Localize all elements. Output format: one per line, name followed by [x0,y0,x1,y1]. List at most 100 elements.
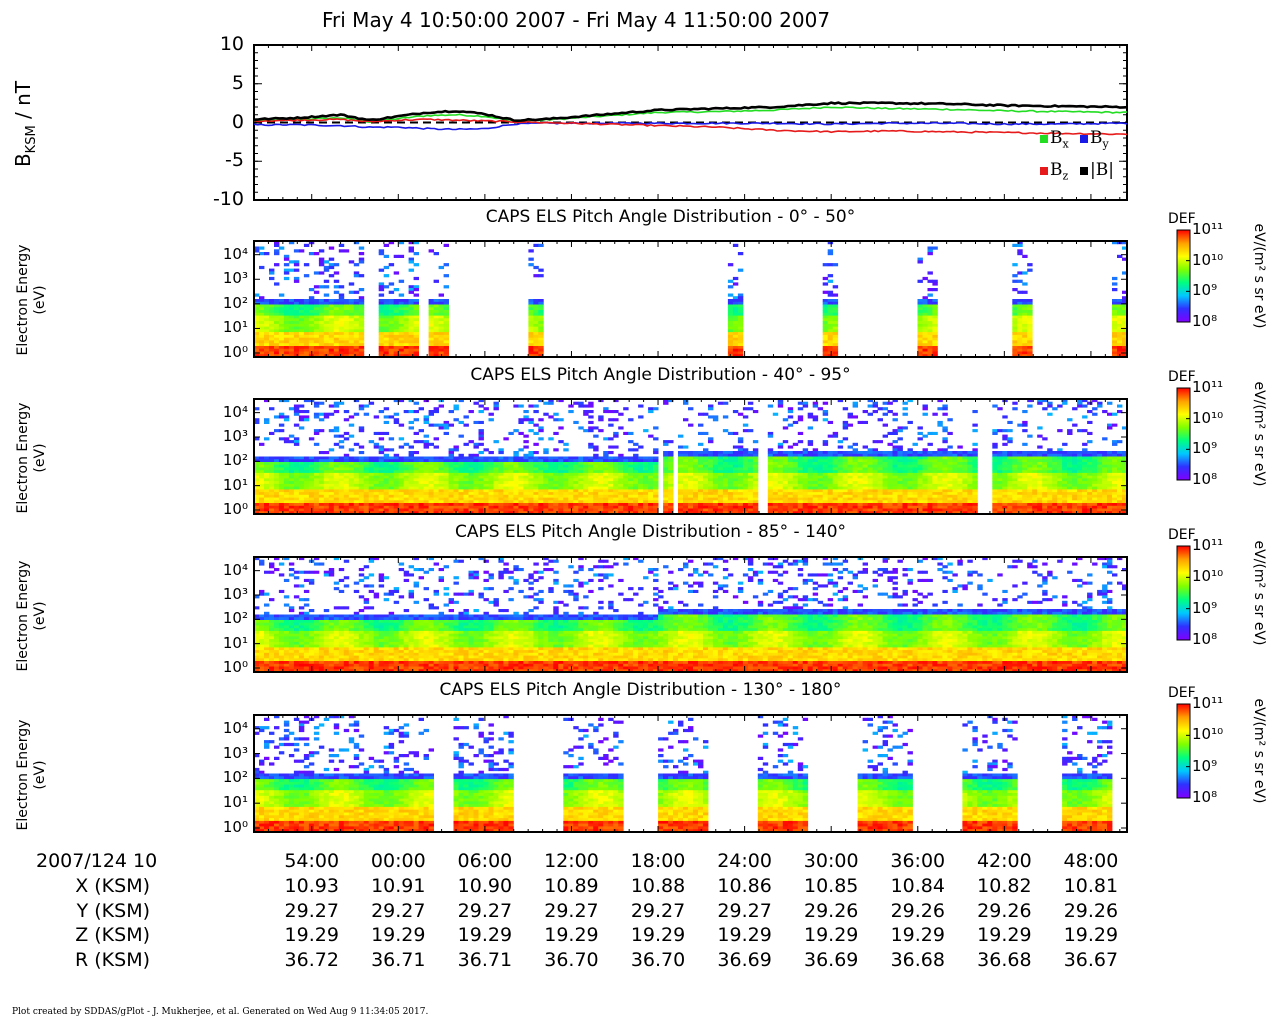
time-tick-label: 00:00 [370,850,426,872]
colorbar-tick-label: 10⁸ [1192,470,1218,488]
colorbar-unit-0: eV/(m² s sr eV) [1251,223,1267,329]
ephemeris-value: 19.29 [890,924,945,946]
ephemeris-value: 19.29 [284,924,339,946]
ephemeris-value: 29.27 [630,899,686,922]
heatmap-ylabel-0: Electron Energy (eV) [15,244,48,356]
heatmap-ytick-label: 10⁰ [222,500,248,518]
ephemeris-value: 19.29 [977,924,1032,946]
ephemeris-value: 29.27 [717,899,772,922]
ephemeris-value: 10.82 [977,875,1032,897]
heatmap-ylabel-2: Electron Energy (eV) [15,560,48,671]
series-line-y [253,121,1128,131]
colorbar-tick-label: 10⁸ [1192,312,1218,330]
heatmap-frame-1 [253,398,1128,515]
colorbar-tick-label: 10¹⁰ [1192,567,1224,586]
ephemeris-value: 19.29 [371,924,426,946]
colorbar-0 [1176,229,1191,323]
heatmap-ytick-label: 10² [222,609,248,628]
colorbar-unit-3: eV/(m² s sr eV) [1251,698,1267,804]
ephemeris-value: 29.26 [803,899,859,922]
ephemeris-value: 36.68 [890,948,945,971]
heatmap-title-0: CAPS ELS Pitch Angle Distribution - 0° -… [485,207,856,227]
ephemeris-value: 36.70 [544,948,599,971]
ephemeris-value: 10.90 [457,875,513,897]
ephemeris-value: 19.29 [630,924,686,946]
colorbar-tick-label: 10⁹ [1192,756,1218,775]
colorbar-unit-2: eV/(m² s sr eV) [1251,540,1267,646]
time-tick-label: 06:00 [457,850,513,872]
legend-entry-mag: |B| [1090,160,1114,180]
heatmap-ytick-label: 10³ [222,269,248,288]
ephemeris-value: 36.70 [630,948,686,971]
ephemeris-value: 19.29 [457,924,513,946]
colorbar-tick-label: 10⁹ [1192,598,1218,617]
heatmap-ytick-label: 10¹ [222,633,248,652]
ephemeris-value: 10.91 [371,875,426,897]
heatmap-ytick-label: 10⁰ [222,343,248,361]
heatmap-ytick-label: 10⁴ [222,560,248,579]
ephemeris-value: 19.29 [544,924,599,946]
heatmap-cells-2 [254,557,1128,673]
legend-entry-x: Bx [1050,128,1069,151]
heatmap-ytick-label: 10² [222,293,248,312]
series-line-z [253,118,1128,136]
time-tick-label: 42:00 [976,850,1032,872]
ephemeris-label: Z (KSM) [75,924,150,946]
colorbar-tick-label: 10⁹ [1192,281,1218,300]
legend-swatch [1040,167,1048,175]
series-line-mag [253,101,1128,123]
heatmap-ytick-label: 10⁴ [222,244,248,263]
legend-entry-z: Bz [1050,160,1069,183]
colorbar-tick-label: 10¹⁰ [1192,408,1224,427]
ephemeris-value: 10.84 [890,875,945,897]
heatmap-ytick-label: 10¹ [222,793,248,812]
ephemeris-value: 29.26 [1063,899,1119,922]
legend-entry-y: By [1090,128,1109,151]
time-tick-label: 18:00 [630,850,686,872]
mag-ylabel: BKSM / nT [11,80,39,168]
ephemeris-value: 10.93 [284,875,339,897]
ephemeris-value: 19.29 [1063,924,1119,946]
ephemeris-value: 10.86 [717,875,772,897]
colorbar-label-1: DEF [1168,369,1196,385]
legend-swatch [1080,135,1088,143]
time-tick-label: 36:00 [890,850,946,872]
ephemeris-value: 10.85 [803,875,859,897]
heatmap-ytick-label: 10¹ [222,475,248,494]
time-tick-label: 12:00 [544,850,599,872]
time-tick-label: 24:00 [717,850,772,872]
ephemeris-value: 29.26 [890,899,945,922]
heatmap-ytick-label: 10⁴ [222,718,248,737]
series-line-x [253,106,1128,124]
time-axis-start-label: 2007/124 10 [36,850,158,872]
colorbar-label-3: DEF [1168,685,1196,701]
heatmap-frame-3 [253,714,1128,833]
colorbar-tick-label: 10¹⁰ [1192,250,1224,269]
heatmap-ytick-label: 10¹ [222,318,248,337]
ephemeris-value: 29.27 [544,899,599,922]
mag-ytick-label: 0 [231,110,244,133]
colorbar-3 [1176,703,1191,799]
ephemeris-value: 10.88 [630,875,686,897]
ephemeris-label: Y (KSM) [76,899,150,922]
ephemeris-value: 29.27 [284,899,339,922]
heatmap-frame-0 [253,240,1128,358]
heatmap-ytick-label: 10⁴ [222,402,248,421]
mag-ytick-label: 5 [231,71,244,94]
ephemeris-value: 29.27 [371,899,426,922]
heatmap-cells-3 [254,715,1113,833]
ephemeris-value: 19.29 [803,924,859,946]
colorbar-tick-label: 10¹⁰ [1192,725,1224,744]
colorbar-tick-label: 10⁸ [1192,630,1218,648]
colorbar-2 [1176,545,1191,641]
colorbar-tick-label: 10⁸ [1192,788,1218,806]
heatmap-ytick-label: 10² [222,451,248,470]
colorbar-label-2: DEF [1168,527,1196,543]
colorbar-1 [1176,387,1191,481]
ephemeris-value: 36.71 [371,948,426,971]
ephemeris-value: 10.89 [544,875,599,897]
footer-credit: Plot created by SDDAS/gPlot - J. Mukherj… [12,1007,429,1017]
ephemeris-label: X (KSM) [75,875,150,897]
heatmap-title-2: CAPS ELS Pitch Angle Distribution - 85° … [454,522,847,542]
